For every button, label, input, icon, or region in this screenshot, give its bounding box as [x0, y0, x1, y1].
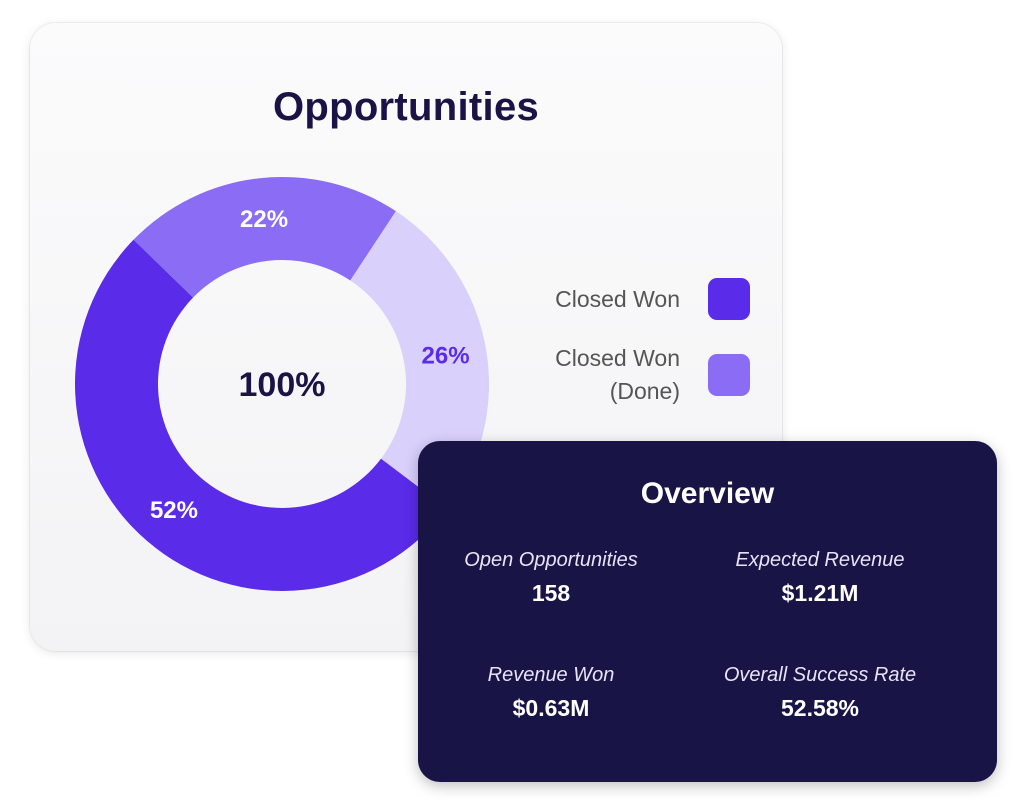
stat-label: Overall Success Rate [723, 664, 917, 686]
stat-label: Revenue Won [487, 664, 615, 686]
stat-label: Expected Revenue [735, 549, 905, 571]
slice-label-26: 26% [422, 343, 470, 370]
stat-open-opportunities: Open Opportunities 158 [421, 549, 681, 607]
overview-card: Overview Open Opportunities 158 Expected… [418, 441, 997, 782]
donut-slice-22 [133, 177, 396, 298]
stat-label: Open Opportunities [464, 549, 638, 571]
donut-center-label: 100% [239, 366, 326, 404]
opportunities-title: Opportunities [272, 85, 540, 129]
stat-revenue-won: Revenue Won $0.63M [421, 664, 681, 722]
slice-label-22: 22% [240, 206, 288, 233]
stat-value: $1.21M [781, 580, 859, 606]
legend-item-closed-won-done: Closed Won (Done) [500, 342, 750, 408]
opportunities-donut-chart: 52% 22% 26% 100% [74, 177, 489, 591]
legend-swatch [708, 278, 750, 320]
stat-value: $0.63M [512, 695, 590, 721]
legend-label: Closed Won [555, 285, 680, 312]
stat-value: 158 [531, 580, 571, 606]
donut-slice-52 [74, 239, 448, 591]
stat-overall-success-rate: Overall Success Rate 52.58% [690, 664, 950, 722]
slice-label-52: 52% [150, 497, 198, 524]
donut-slice-26 [350, 211, 489, 509]
opportunities-card: Opportunities 52% 22% 26% 100% Closed Won … [30, 23, 782, 651]
legend-item-closed-won: Closed Won [500, 278, 750, 320]
stat-value: 52.58% [780, 695, 859, 721]
overview-title: Overview [640, 477, 775, 510]
legend-label: Closed Won (Done) [555, 345, 680, 404]
stat-expected-revenue: Expected Revenue $1.21M [690, 549, 950, 607]
chart-legend: Closed Won Closed Won (Done) [500, 278, 750, 430]
legend-swatch [708, 354, 750, 396]
